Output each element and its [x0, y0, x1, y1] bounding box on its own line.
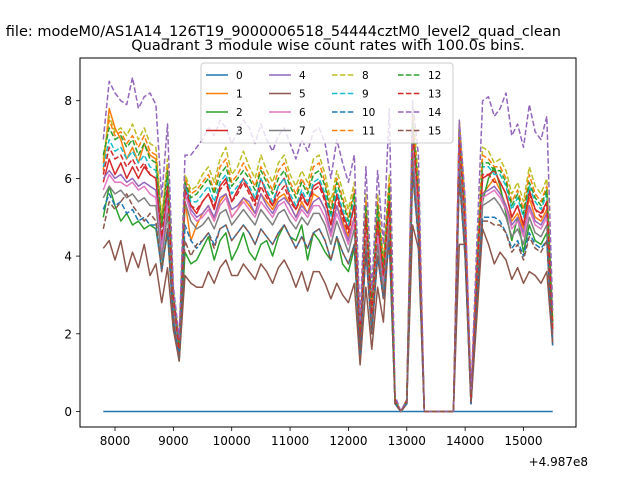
x-tick-label: 12000 [329, 434, 367, 448]
series-line-13 [102, 131, 554, 413]
legend-label-9: 9 [362, 89, 369, 101]
legend-label-10: 10 [362, 107, 375, 119]
x-axis-offset-label: +4.987e8 [529, 455, 588, 469]
legend-label-6: 6 [299, 107, 306, 119]
y-tick-label: 4 [64, 250, 72, 264]
x-tick-label: 15000 [504, 434, 542, 448]
y-tick-label: 8 [64, 94, 72, 108]
y-tick-label: 0 [64, 405, 72, 419]
legend-label-12: 12 [428, 70, 441, 82]
legend-label-14: 14 [428, 107, 442, 119]
legend-label-3: 3 [236, 126, 243, 138]
legend-label-11: 11 [362, 126, 375, 138]
legend-label-1: 1 [236, 89, 243, 101]
series-line-15 [102, 173, 554, 413]
x-tick-label: 11000 [271, 434, 309, 448]
legend-label-2: 2 [236, 107, 243, 119]
plot-lines [102, 76, 554, 413]
legend-box [200, 62, 454, 144]
y-axis: 0 2 4 6 8 [64, 94, 80, 419]
legend-label-15: 15 [428, 126, 441, 138]
x-tick-label: 13000 [388, 434, 426, 448]
plot-area-frame [79, 57, 577, 428]
y-tick-label: 6 [64, 172, 72, 186]
x-tick-label: 9000 [158, 434, 189, 448]
series-line-14 [102, 76, 554, 413]
x-axis: 8000 9000 10000 11000 12000 13000 14000 15000 [100, 427, 543, 448]
legend-label-8: 8 [362, 70, 369, 82]
y-tick-label: 2 [64, 327, 72, 341]
chart-title: Quadrant 3 module wise count rates with … [131, 38, 525, 54]
figure-suptitle: n file: modeM0/AS1A14_126T19_9000006518_… [0, 24, 561, 40]
legend-label-4: 4 [299, 70, 306, 82]
legend-label-0: 0 [236, 70, 243, 82]
legend-label-13: 13 [428, 89, 441, 101]
x-tick-label: 14000 [446, 434, 484, 448]
legend-label-7: 7 [299, 126, 306, 138]
legend-label-5: 5 [299, 89, 306, 101]
x-tick-label: 10000 [213, 434, 251, 448]
x-tick-label: 8000 [100, 434, 131, 448]
